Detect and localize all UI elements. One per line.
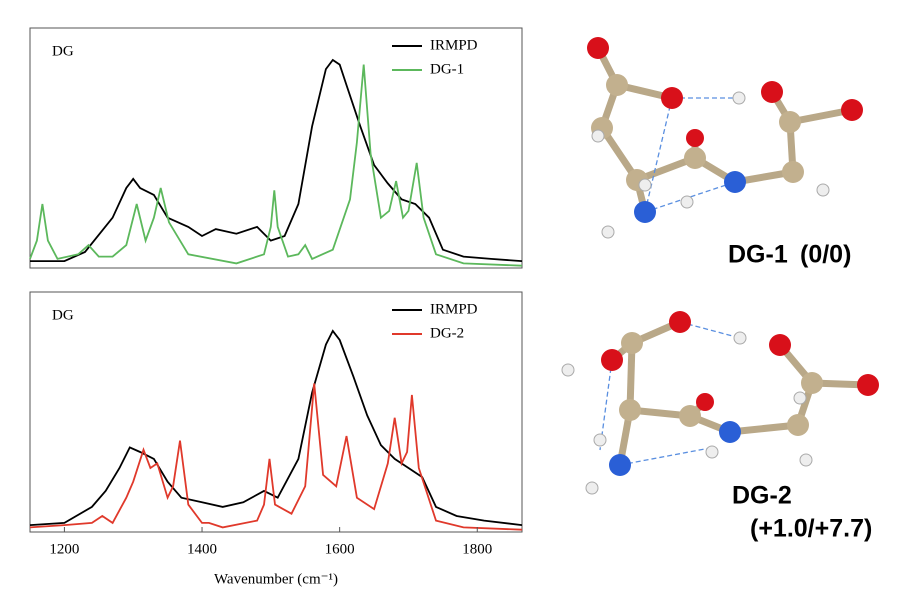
structure-name: DG-2 <box>732 482 792 510</box>
figure: DG-1 (0/0) DG-2 (+1.0/+7.7) DG IRMPD DG-1 1… <box>0 0 902 599</box>
structure-energy: (0/0) <box>800 241 851 269</box>
panel-label: DG <box>52 307 74 323</box>
x-tick-label: 1200 <box>49 541 79 557</box>
structure-energy: (+1.0/+7.7) <box>750 515 872 543</box>
spectrum-line <box>30 331 522 525</box>
x-tick-label: 1400 <box>187 541 217 557</box>
legend-label: IRMPD <box>430 301 478 317</box>
spectrum-line <box>30 65 522 266</box>
x-axis-label: Wavenumber (cm⁻¹) <box>214 571 338 587</box>
x-tick-label: 1600 <box>325 541 355 557</box>
legend-label: DG-1 <box>430 61 464 77</box>
structure-name: DG-1 <box>728 241 788 269</box>
x-tick-label: 1800 <box>462 541 492 557</box>
panel-label: DG <box>52 43 74 59</box>
spectrum-line <box>30 60 522 261</box>
legend-label: IRMPD <box>430 37 478 53</box>
spectrum-line <box>30 383 522 529</box>
legend-label: DG-2 <box>430 325 464 341</box>
molecule-dg-1 <box>587 37 863 238</box>
molecule-dg-2 <box>562 311 879 494</box>
